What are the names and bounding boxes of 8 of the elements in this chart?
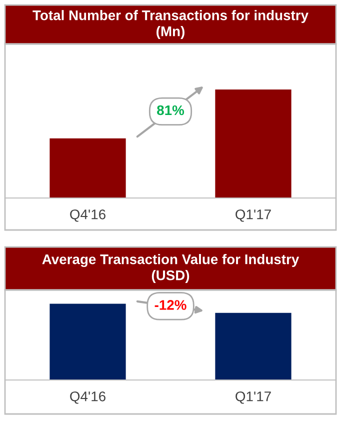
x-tick-label: Q4'16 [70, 209, 106, 222]
annotation: 81% [157, 105, 184, 116]
x-tick-label: Q1'17 [236, 209, 271, 222]
annotation: -12% [154, 300, 186, 310]
x-tick-label: Q4'16 [70, 391, 106, 404]
chart-title: Total Number of Transactions for industry (Mn) [32, 10, 308, 39]
x-tick-label: Q1'17 [236, 391, 271, 404]
chart-title: Average Transaction Value for Industry (USD) [42, 254, 300, 283]
